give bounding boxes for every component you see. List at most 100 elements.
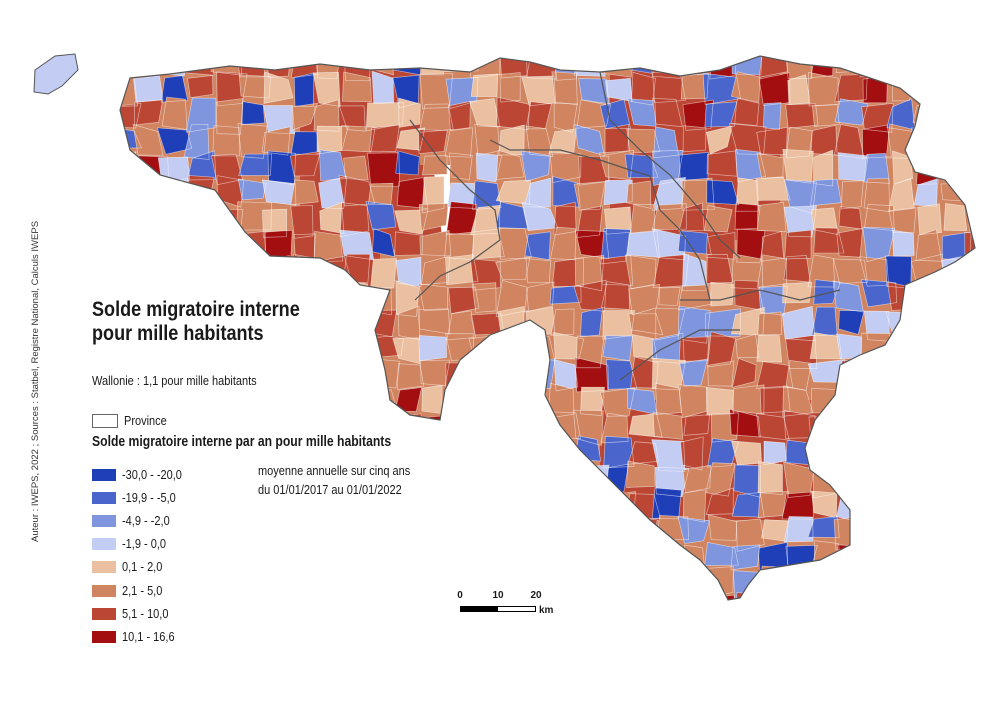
municipality-cell <box>602 310 635 340</box>
municipality-cell <box>706 387 734 416</box>
municipality-cell <box>499 56 532 79</box>
municipality-cell <box>237 593 270 600</box>
municipality-cell <box>911 571 946 600</box>
municipality-cell <box>763 440 788 466</box>
municipality-cell <box>500 568 530 600</box>
municipality-cell <box>238 178 267 200</box>
municipality-cell <box>710 281 734 307</box>
municipality-cell <box>601 596 630 600</box>
municipality-cell <box>755 176 791 201</box>
municipality-cell <box>861 568 894 597</box>
municipality-cell <box>834 98 869 126</box>
municipality-cell <box>161 75 188 103</box>
municipality-cell <box>626 181 652 209</box>
municipality-cell <box>813 149 834 187</box>
municipality-cell <box>132 124 164 156</box>
municipality-cell <box>520 150 551 182</box>
municipality-cell <box>600 281 630 310</box>
municipality-cell <box>813 592 838 600</box>
municipality-cell <box>600 412 629 444</box>
municipality-cell <box>860 517 895 545</box>
municipality-cell <box>757 565 793 595</box>
municipality-cell <box>216 538 240 575</box>
municipality-cell <box>498 124 525 156</box>
municipality-cell <box>262 566 290 593</box>
municipality-cell <box>888 177 915 212</box>
municipality-cell <box>938 56 967 77</box>
municipality-cell <box>473 467 506 495</box>
municipality-cell <box>761 231 784 262</box>
municipality-cell <box>679 359 708 387</box>
municipality-cell <box>343 156 369 181</box>
municipality-cell <box>786 56 812 79</box>
municipality-cell <box>864 204 895 231</box>
municipality-cell <box>758 286 788 316</box>
municipality-cell <box>758 285 789 316</box>
municipality-cell <box>914 592 940 600</box>
municipality-cell <box>813 592 839 600</box>
municipality-cell <box>451 570 477 590</box>
municipality-cell <box>891 440 915 468</box>
map-title-line2: pour mille habitants <box>92 322 264 345</box>
municipality-cell <box>682 125 707 153</box>
municipality-cell <box>263 71 294 104</box>
municipality-cell <box>625 567 660 598</box>
municipality-cell <box>341 125 376 152</box>
municipality-cell <box>782 385 814 417</box>
municipality-cell <box>448 152 473 181</box>
municipality-cell <box>863 542 891 571</box>
municipality-cell <box>965 569 975 598</box>
municipality-cell <box>677 570 711 600</box>
municipality-cell <box>914 386 940 416</box>
municipality-cell <box>446 439 478 464</box>
municipality-cell <box>892 150 914 185</box>
municipality-cell <box>578 155 610 186</box>
municipality-cell <box>496 180 531 205</box>
municipality-cell <box>345 333 367 365</box>
municipality-cell <box>419 203 449 231</box>
municipality-cell <box>552 570 582 597</box>
municipality-cell <box>911 516 945 550</box>
municipality-cell <box>885 488 914 519</box>
municipality-cell <box>553 460 582 497</box>
municipality-cell <box>443 518 476 545</box>
municipality-cell <box>681 72 709 99</box>
municipality-cell <box>626 461 656 488</box>
municipality-cell <box>499 228 532 260</box>
legend-item: -19,9 - -5,0 <box>92 486 190 509</box>
municipality-cell <box>342 71 372 103</box>
municipality-cell <box>833 124 865 159</box>
municipality-cell <box>339 566 367 599</box>
municipality-cell <box>965 384 975 419</box>
municipality-cell <box>216 71 248 107</box>
municipality-cell <box>524 544 553 572</box>
municipality-cell <box>499 358 523 390</box>
municipality-cell <box>552 592 581 600</box>
municipality-cell <box>120 175 138 207</box>
municipality-cell <box>214 384 242 413</box>
municipality-cell <box>808 254 835 288</box>
municipality-cell <box>212 595 239 600</box>
municipality-cell <box>474 467 506 495</box>
municipality-cell <box>913 385 940 417</box>
municipality-cell <box>446 310 476 340</box>
municipality-cell <box>731 98 760 126</box>
municipality-cell <box>811 491 837 518</box>
municipality-cell <box>499 547 527 575</box>
municipality-cell <box>628 313 664 336</box>
municipality-cell <box>524 464 551 498</box>
municipality-cell <box>469 334 503 366</box>
municipality-cell <box>939 545 975 572</box>
municipality-cell <box>625 154 658 178</box>
municipality-cell <box>521 76 556 106</box>
municipality-cell <box>887 360 922 390</box>
municipality-cell <box>477 543 503 573</box>
municipality-cell <box>860 56 892 77</box>
municipality-cell <box>757 311 783 336</box>
municipality-cell <box>785 545 818 572</box>
municipality-cell <box>370 258 397 290</box>
municipality-cell <box>600 413 629 444</box>
municipality-cell <box>314 387 340 416</box>
municipality-cell <box>911 125 944 156</box>
municipality-cell <box>470 258 501 291</box>
